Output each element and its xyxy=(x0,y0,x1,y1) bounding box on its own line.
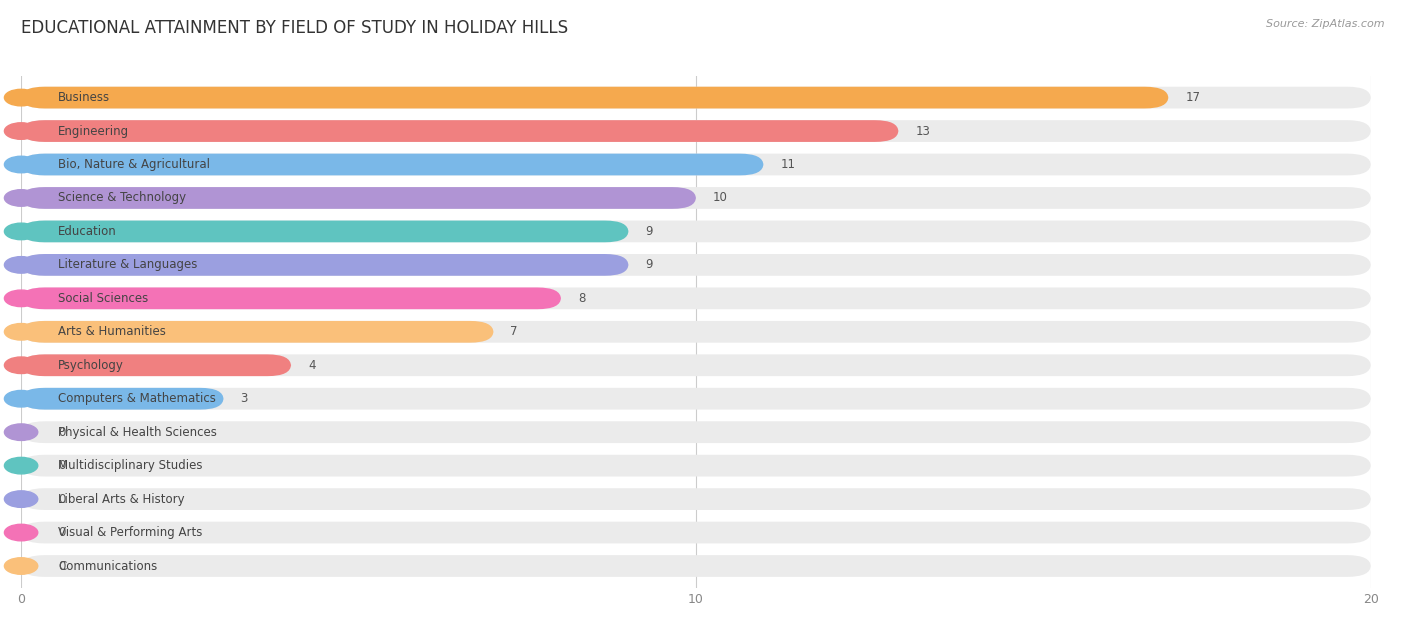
Circle shape xyxy=(4,223,38,240)
FancyBboxPatch shape xyxy=(21,455,1371,477)
Text: 0: 0 xyxy=(58,526,66,539)
FancyBboxPatch shape xyxy=(21,321,494,343)
FancyBboxPatch shape xyxy=(21,521,1371,544)
Text: Multidisciplinary Studies: Multidisciplinary Studies xyxy=(58,459,202,472)
FancyBboxPatch shape xyxy=(21,154,1371,175)
Text: Science & Technology: Science & Technology xyxy=(58,191,187,205)
Circle shape xyxy=(4,324,38,340)
FancyBboxPatch shape xyxy=(21,154,763,175)
Text: Bio, Nature & Agricultural: Bio, Nature & Agricultural xyxy=(58,158,211,171)
Circle shape xyxy=(4,458,38,474)
FancyBboxPatch shape xyxy=(21,321,1371,343)
FancyBboxPatch shape xyxy=(21,187,696,209)
Text: Physical & Health Sciences: Physical & Health Sciences xyxy=(58,426,217,439)
Text: 0: 0 xyxy=(58,426,66,439)
Circle shape xyxy=(4,558,38,574)
Text: Computers & Mathematics: Computers & Mathematics xyxy=(58,392,217,405)
Circle shape xyxy=(4,357,38,374)
Circle shape xyxy=(4,190,38,206)
FancyBboxPatch shape xyxy=(21,87,1168,109)
FancyBboxPatch shape xyxy=(21,355,291,376)
FancyBboxPatch shape xyxy=(21,422,1371,443)
Text: 9: 9 xyxy=(645,225,652,238)
Circle shape xyxy=(4,123,38,139)
Circle shape xyxy=(4,424,38,441)
Text: 0: 0 xyxy=(58,559,66,573)
FancyBboxPatch shape xyxy=(21,388,224,410)
Text: 8: 8 xyxy=(578,292,585,305)
Text: 13: 13 xyxy=(915,125,931,138)
Text: Visual & Performing Arts: Visual & Performing Arts xyxy=(58,526,202,539)
Text: Business: Business xyxy=(58,91,110,104)
Circle shape xyxy=(4,156,38,173)
FancyBboxPatch shape xyxy=(21,388,1371,410)
Text: Education: Education xyxy=(58,225,117,238)
Text: 0: 0 xyxy=(58,492,66,506)
Text: Literature & Languages: Literature & Languages xyxy=(58,258,198,271)
Text: Engineering: Engineering xyxy=(58,125,129,138)
FancyBboxPatch shape xyxy=(21,120,1371,142)
Text: 4: 4 xyxy=(308,359,315,372)
Text: Communications: Communications xyxy=(58,559,157,573)
FancyBboxPatch shape xyxy=(21,288,1371,309)
FancyBboxPatch shape xyxy=(21,187,1371,209)
FancyBboxPatch shape xyxy=(21,489,1371,510)
FancyBboxPatch shape xyxy=(21,120,898,142)
Circle shape xyxy=(4,491,38,507)
FancyBboxPatch shape xyxy=(21,221,628,242)
FancyBboxPatch shape xyxy=(21,221,1371,242)
Text: Arts & Humanities: Arts & Humanities xyxy=(58,325,166,338)
Text: 7: 7 xyxy=(510,325,517,338)
Text: 11: 11 xyxy=(780,158,796,171)
Circle shape xyxy=(4,525,38,541)
FancyBboxPatch shape xyxy=(21,555,1371,577)
Text: 0: 0 xyxy=(58,459,66,472)
FancyBboxPatch shape xyxy=(21,254,1371,276)
Circle shape xyxy=(4,257,38,273)
Text: Psychology: Psychology xyxy=(58,359,124,372)
FancyBboxPatch shape xyxy=(21,355,1371,376)
Circle shape xyxy=(4,391,38,407)
FancyBboxPatch shape xyxy=(21,254,628,276)
FancyBboxPatch shape xyxy=(21,288,561,309)
Text: Source: ZipAtlas.com: Source: ZipAtlas.com xyxy=(1267,19,1385,29)
Circle shape xyxy=(4,290,38,307)
Text: Liberal Arts & History: Liberal Arts & History xyxy=(58,492,184,506)
Circle shape xyxy=(4,89,38,106)
FancyBboxPatch shape xyxy=(21,87,1371,109)
Text: 9: 9 xyxy=(645,258,652,271)
Text: 10: 10 xyxy=(713,191,728,205)
Text: Social Sciences: Social Sciences xyxy=(58,292,149,305)
Text: EDUCATIONAL ATTAINMENT BY FIELD OF STUDY IN HOLIDAY HILLS: EDUCATIONAL ATTAINMENT BY FIELD OF STUDY… xyxy=(21,19,568,37)
Text: 3: 3 xyxy=(240,392,247,405)
Text: 17: 17 xyxy=(1185,91,1201,104)
